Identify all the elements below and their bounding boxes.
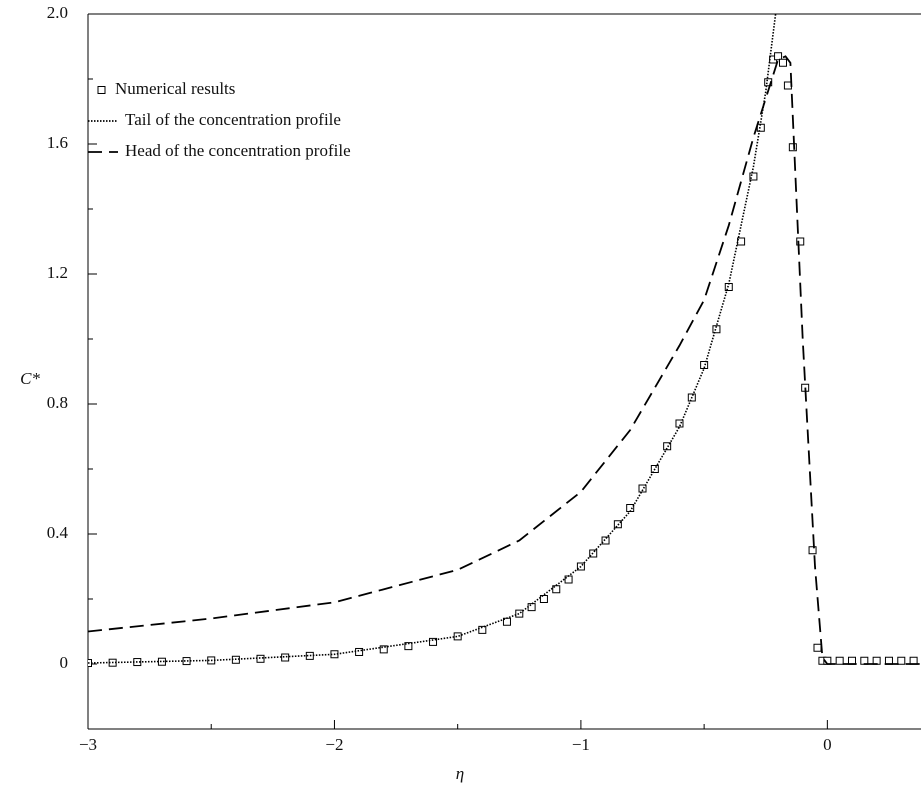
data-point: [835, 656, 844, 665]
data-point: [897, 656, 906, 665]
legend-label: Tail of the concentration profile: [125, 110, 341, 129]
data-point: [429, 637, 438, 646]
data-point: [478, 625, 487, 634]
legend-label: Head of the concentration profile: [125, 141, 351, 160]
data-point: [813, 643, 822, 652]
x-tick-label: −1: [572, 735, 590, 754]
data-point: [712, 325, 721, 334]
data-point: [379, 645, 388, 654]
y-tick-label: 2.0: [47, 3, 68, 22]
x-tick-label: −2: [325, 735, 343, 754]
y-tick-label: 0.8: [47, 393, 68, 412]
x-tick-label: −3: [79, 735, 97, 754]
data-point: [774, 52, 783, 61]
data-point: [749, 172, 758, 181]
data-point: [256, 654, 265, 663]
data-point: [355, 647, 364, 656]
plot-area: [88, 14, 921, 668]
y-tick-label: 1.6: [47, 133, 68, 152]
legend-marker: [97, 86, 106, 94]
y-tick-label: 1.2: [47, 263, 68, 282]
data-point: [527, 603, 536, 612]
data-point: [700, 361, 709, 369]
data-point: [601, 536, 610, 545]
series-line: [88, 55, 921, 665]
data-point: [404, 642, 413, 651]
data-point: [281, 653, 290, 662]
data-point: [788, 143, 797, 152]
data-point: [453, 632, 462, 641]
data-point: [783, 81, 792, 90]
series-line: [88, 14, 777, 664]
data-point: [778, 58, 787, 67]
data-point: [663, 442, 672, 451]
data-point: [515, 609, 524, 618]
data-point: [88, 659, 92, 668]
data-point: [737, 237, 746, 246]
y-tick-label: 0: [60, 653, 69, 672]
legend-label: Numerical results: [115, 79, 235, 98]
data-point: [675, 419, 684, 428]
y-axis-label: C*: [20, 369, 40, 388]
y-tick-label: 0.4: [47, 523, 69, 542]
data-point: [796, 237, 805, 246]
data-point: [638, 484, 647, 493]
x-tick-label: 0: [823, 735, 832, 754]
data-point: [808, 546, 817, 555]
x-axis-label: η: [456, 764, 464, 783]
data-point: [539, 595, 548, 603]
